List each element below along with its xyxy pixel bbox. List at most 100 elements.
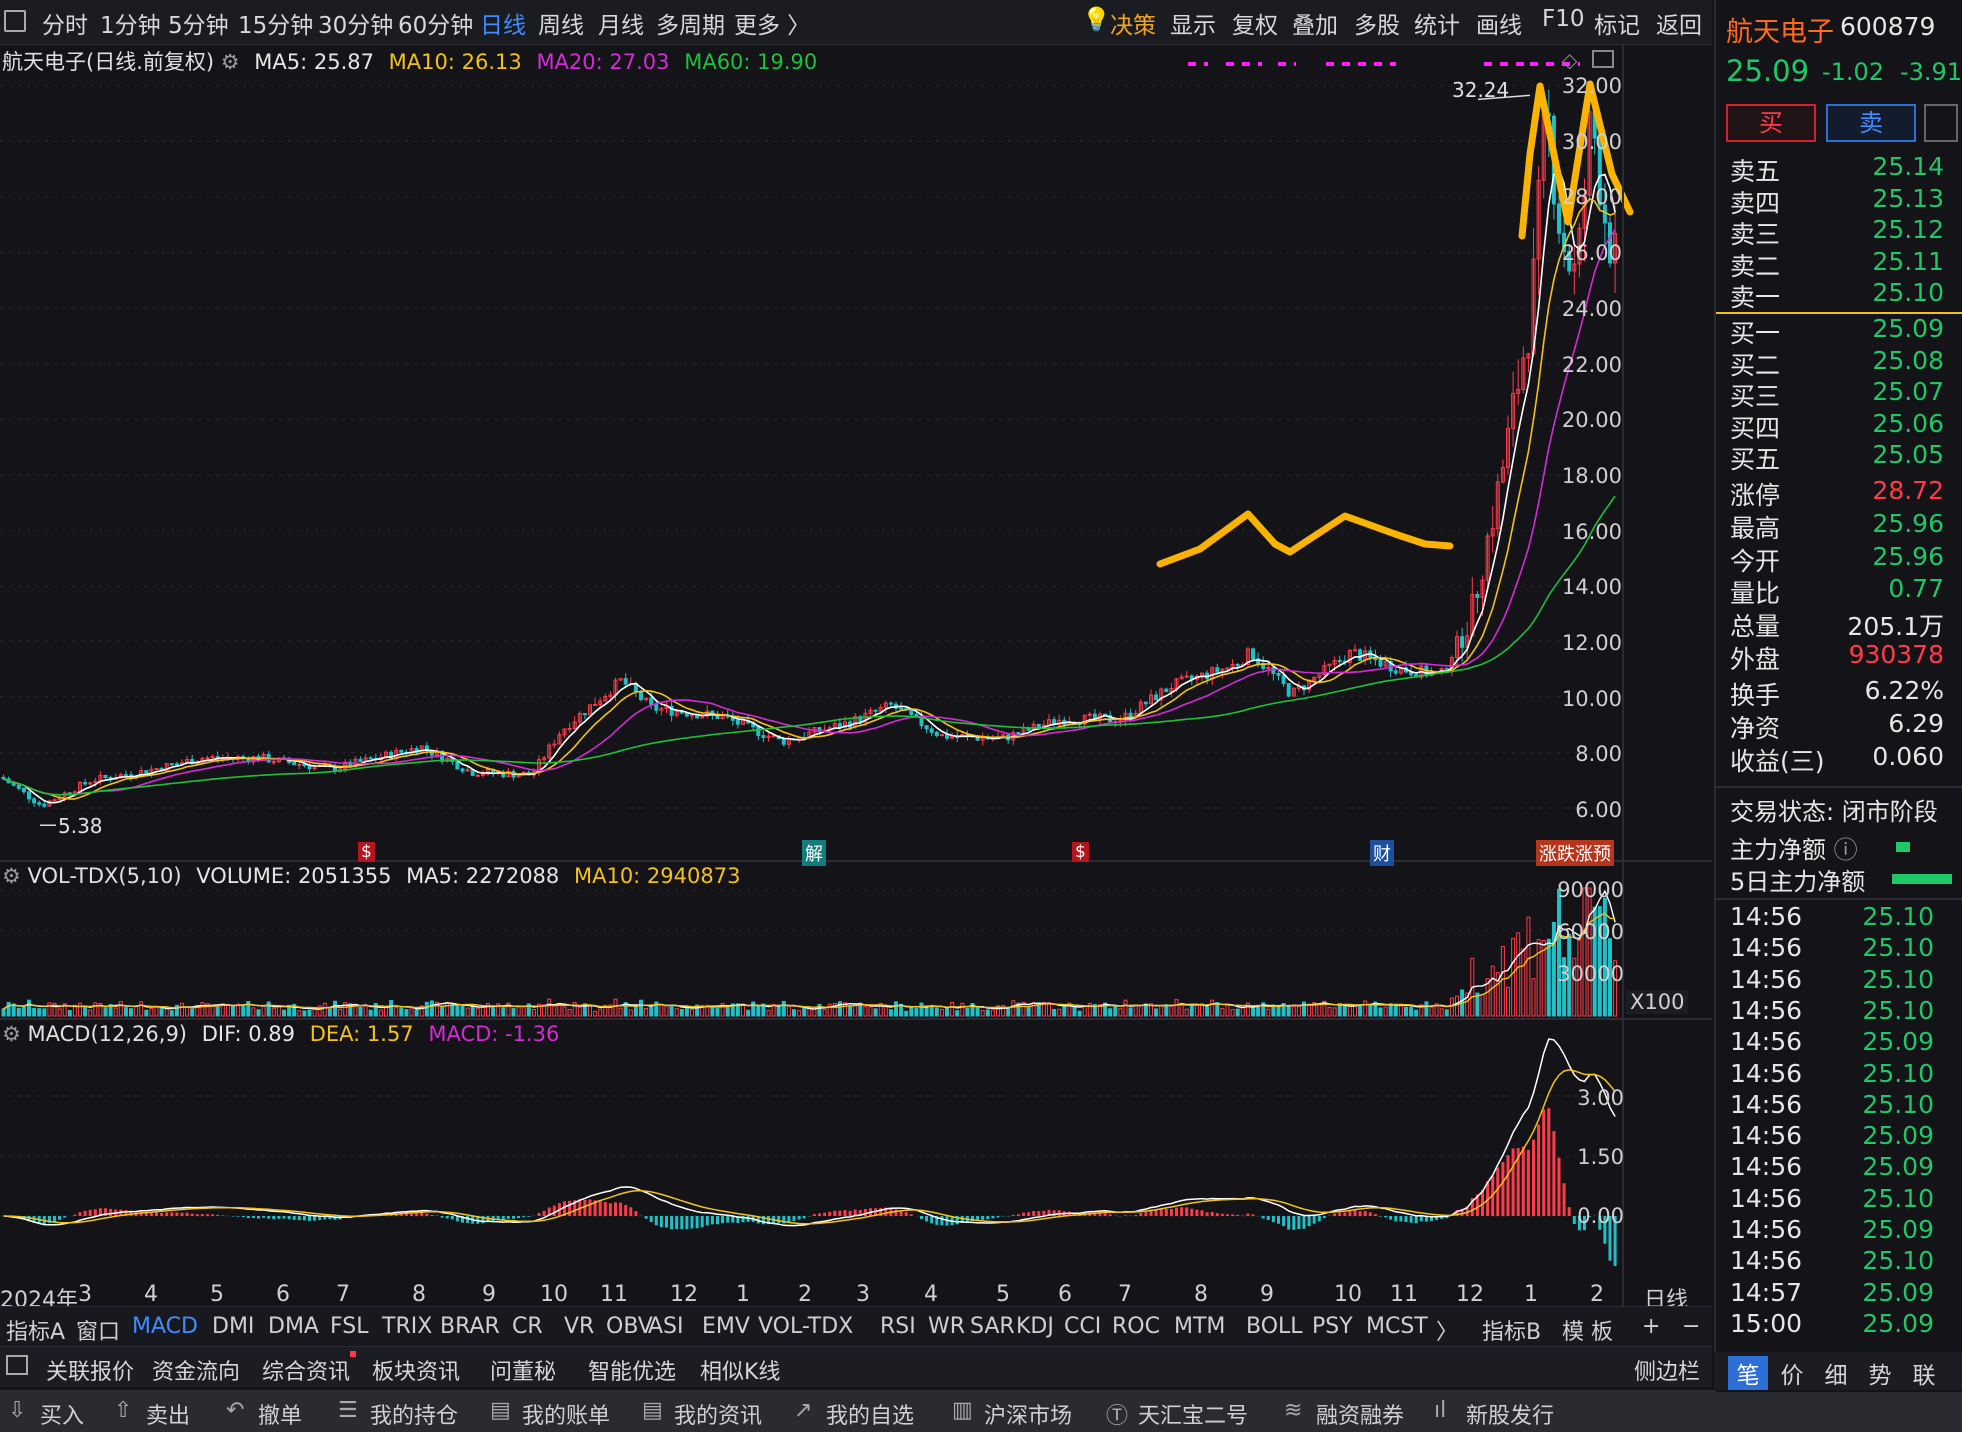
bottom-my-news-button[interactable]: 我的资讯	[674, 1404, 763, 1429]
info-icon[interactable]: ⓘ	[1833, 836, 1858, 864]
f10-button[interactable]: F10	[1542, 6, 1585, 32]
display-button[interactable]: 显示	[1170, 13, 1216, 39]
candle-body	[766, 735, 771, 738]
quote-tab-3[interactable]: 势	[1868, 1363, 1892, 1389]
quote-tab-4[interactable]: 联	[1912, 1363, 1936, 1389]
indicator-tab-21[interactable]: BOLL	[1246, 1314, 1303, 1339]
indicator-tab-2[interactable]: MACD	[132, 1314, 198, 1339]
bottom-buy-button[interactable]: 买入	[40, 1404, 85, 1429]
volume-bar	[1026, 1006, 1031, 1017]
mark-button[interactable]: 标记	[1594, 13, 1640, 39]
volume-bar	[251, 1007, 256, 1017]
settings-icon[interactable]: ⚙	[220, 50, 240, 74]
quote-tab-0[interactable]: 笔	[1728, 1356, 1768, 1390]
indicator-tab-12[interactable]: EMV	[702, 1314, 750, 1339]
event-marker-dollar[interactable]: $	[358, 842, 375, 862]
candle-body	[103, 774, 108, 778]
sell-button[interactable]: 卖	[1826, 104, 1916, 142]
indicator-tab-1[interactable]: 窗口	[76, 1320, 121, 1345]
indicator-tab-18[interactable]: CCI	[1064, 1314, 1102, 1339]
info-panel-toggle-icon[interactable]	[6, 1355, 28, 1375]
event-marker-finance[interactable]: 财	[1370, 840, 1394, 866]
window-icon[interactable]	[1592, 50, 1614, 68]
bottom-tianhuibao-button[interactable]: 天汇宝二号	[1138, 1404, 1249, 1429]
indicator-tab-3[interactable]: DMI	[212, 1314, 255, 1339]
indicator-tab-22[interactable]: PSY	[1312, 1314, 1353, 1339]
ask-price: 25.12	[1872, 215, 1944, 244]
indicator-tab-23[interactable]: MCST	[1366, 1314, 1428, 1339]
event-marker-dollar[interactable]: $	[1072, 842, 1089, 862]
period-tab-monthly[interactable]: 月线	[598, 13, 644, 39]
indicator-tab-25[interactable]: 指标B	[1482, 1320, 1542, 1345]
more-trade-button[interactable]	[1924, 104, 1958, 142]
event-marker-forecast[interactable]: 涨跌涨预	[1536, 840, 1614, 866]
candle-body	[174, 763, 179, 766]
indicator-tab-6[interactable]: TRIX	[382, 1314, 433, 1339]
period-tab-60min[interactable]: 60分钟	[398, 13, 474, 39]
adjust-button[interactable]: 复权	[1232, 13, 1278, 39]
info-tab-news[interactable]: 综合资讯	[262, 1360, 351, 1385]
period-tab-daily[interactable]: 日线	[480, 13, 526, 39]
indicator-tab-16[interactable]: SAR	[970, 1314, 1015, 1339]
period-tab-1min[interactable]: 1分钟	[100, 13, 161, 39]
indicator-tab-4[interactable]: DMA	[268, 1314, 319, 1339]
indicator-tab-26[interactable]: 模 板	[1562, 1320, 1613, 1345]
period-tab-more[interactable]: 更多 〉	[734, 13, 811, 39]
indicator-tab-14[interactable]: RSI	[880, 1314, 916, 1339]
multi-stock-button[interactable]: 多股	[1354, 13, 1400, 39]
indicator-tab-0[interactable]: 指标A	[6, 1320, 66, 1345]
settings-icon[interactable]: ⚙	[2, 1022, 21, 1046]
overlay-button[interactable]: 叠加	[1292, 13, 1338, 39]
period-tab-30min[interactable]: 30分钟	[318, 13, 394, 39]
diamond-icon[interactable]: ◇	[1562, 48, 1578, 72]
indicator-tab-5[interactable]: FSL	[330, 1314, 369, 1339]
info-tab-related-quote[interactable]: 关联报价	[46, 1360, 135, 1385]
period-tab-fenshi[interactable]: 分时	[42, 13, 88, 39]
panel-toggle-icon[interactable]	[4, 10, 26, 32]
bottom-cancel-button[interactable]: 撤单	[258, 1404, 303, 1429]
indicator-tab-27[interactable]: +	[1642, 1314, 1661, 1339]
info-tab-similar-kline[interactable]: 相似K线	[700, 1360, 781, 1385]
quote-tab-1[interactable]: 价	[1780, 1363, 1804, 1389]
decision-button[interactable]: 决策	[1110, 13, 1156, 39]
indicator-tab-7[interactable]: BRAR	[440, 1314, 500, 1339]
sidebar-button[interactable]: 侧边栏	[1634, 1360, 1701, 1385]
indicator-tab-17[interactable]: KDJ	[1016, 1314, 1054, 1339]
event-marker-unlock[interactable]: 解	[802, 840, 826, 866]
indicator-tab-24[interactable]: 〉	[1436, 1320, 1459, 1345]
buy-button[interactable]: 买	[1726, 104, 1816, 142]
volume-bar	[1608, 938, 1612, 1017]
indicator-tab-19[interactable]: ROC	[1112, 1314, 1160, 1339]
info-tab-sector-news[interactable]: 板块资讯	[372, 1360, 461, 1385]
back-button[interactable]: 返回	[1656, 13, 1702, 39]
period-tab-15min[interactable]: 15分钟	[238, 13, 314, 39]
info-tab-fund-flow[interactable]: 资金流向	[152, 1360, 241, 1385]
tick-time: 14:56	[1730, 1058, 1803, 1088]
bottom-my-watchlist-button[interactable]: 我的自选	[826, 1404, 915, 1429]
bottom-my-bills-button[interactable]: 我的账单	[522, 1404, 611, 1429]
bottom-margin-button[interactable]: 融资融券	[1316, 1404, 1405, 1429]
indicator-tab-28[interactable]: −	[1682, 1314, 1701, 1339]
bottom-ipo-button[interactable]: 新股发行	[1466, 1404, 1555, 1429]
indicator-tab-13[interactable]: VOL-TDX	[758, 1314, 854, 1339]
macd-histogram-bar	[185, 1212, 189, 1216]
period-tab-weekly[interactable]: 周线	[538, 13, 584, 39]
indicator-tab-11[interactable]: ASI	[648, 1314, 684, 1339]
indicator-tab-10[interactable]: OBV	[606, 1314, 653, 1339]
bottom-my-holdings-button[interactable]: 我的持仓	[370, 1404, 459, 1429]
quote-tab-2[interactable]: 细	[1824, 1363, 1848, 1389]
indicator-tab-8[interactable]: CR	[512, 1314, 543, 1339]
draw-line-button[interactable]: 画线	[1476, 13, 1522, 39]
indicator-tab-9[interactable]: VR	[564, 1314, 595, 1339]
info-tab-smart-pick[interactable]: 智能优选	[588, 1360, 677, 1385]
indicator-tab-15[interactable]: WR	[928, 1314, 966, 1339]
settings-icon[interactable]: ⚙	[2, 864, 21, 888]
bottom-market-button[interactable]: 沪深市场	[984, 1404, 1073, 1429]
period-tab-5min[interactable]: 5分钟	[168, 13, 229, 39]
period-tab-multi[interactable]: 多周期	[656, 13, 725, 39]
indicator-tab-20[interactable]: MTM	[1174, 1314, 1226, 1339]
kline-chart[interactable]	[0, 44, 1712, 1306]
bottom-sell-button[interactable]: 卖出	[146, 1404, 191, 1429]
info-tab-ask-secretary[interactable]: 问董秘	[490, 1360, 557, 1385]
stats-button[interactable]: 统计	[1414, 13, 1460, 39]
